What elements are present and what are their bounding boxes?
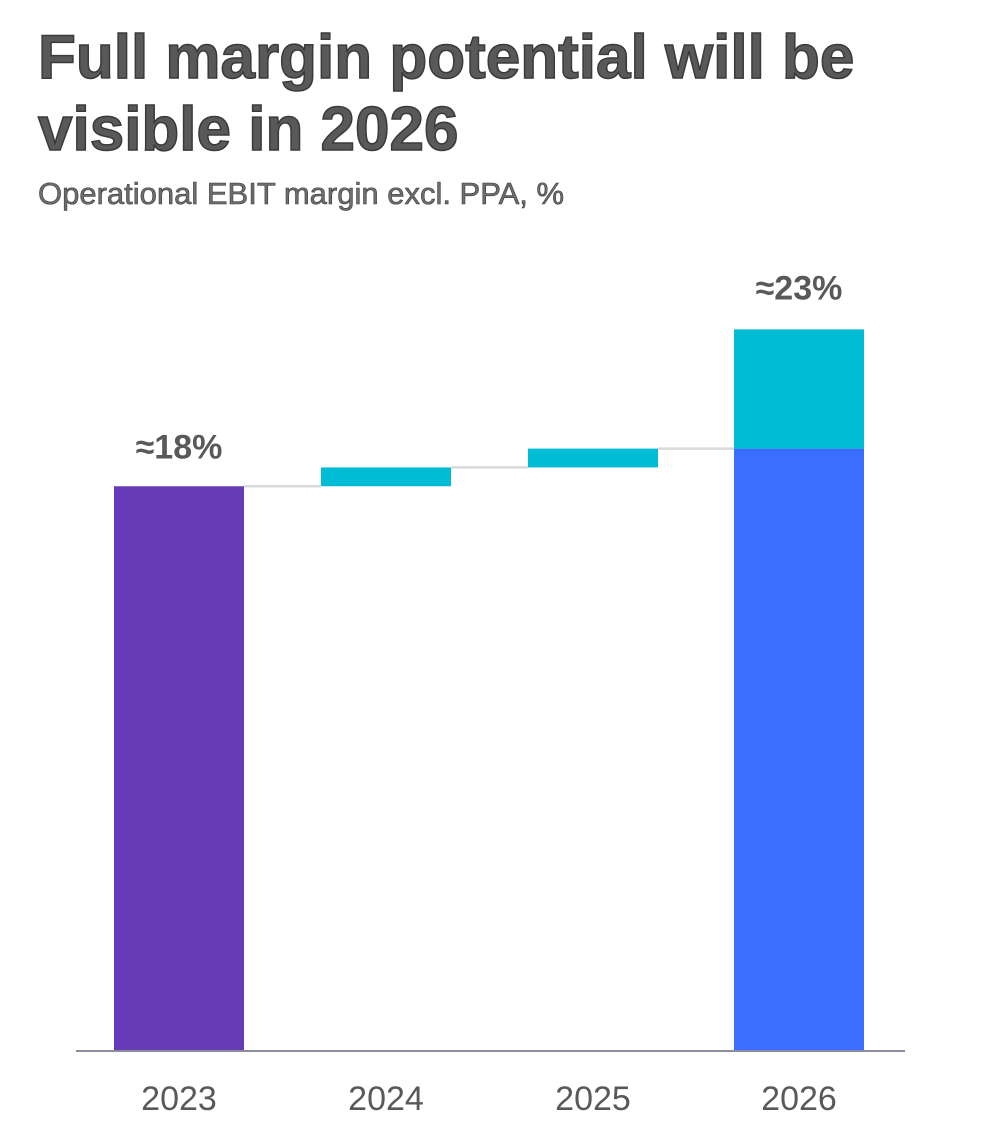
- x-tick-label-2026: 2026: [761, 1080, 837, 1118]
- bar-2024-increment: [321, 467, 451, 487]
- chart-title: Full margin potential will be visible in…: [37, 22, 855, 165]
- bar-2026-segment-2: [734, 329, 864, 449]
- x-tick-label-2024: 2024: [348, 1080, 424, 1118]
- bar-2025-increment: [528, 448, 658, 468]
- bar-2026-segment-1: [734, 448, 864, 1052]
- chart-subtitle: Operational EBIT margin excl. PPA, %: [38, 176, 565, 212]
- bar-2023: [114, 486, 244, 1051]
- x-tick-label-2023: 2023: [141, 1080, 217, 1118]
- value-label-2026: ≈23%: [756, 269, 843, 307]
- value-label-2023: ≈18%: [136, 428, 223, 466]
- x-tick-label-2025: 2025: [555, 1080, 631, 1118]
